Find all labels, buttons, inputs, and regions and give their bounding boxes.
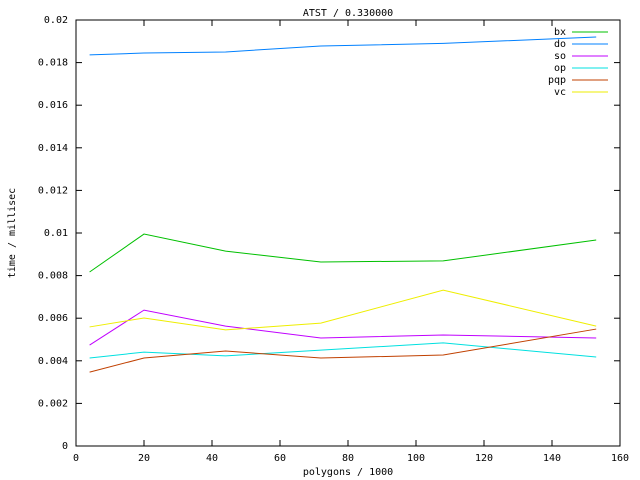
y-tick-label: 0.02 (44, 15, 68, 26)
x-tick-label: 80 (342, 453, 354, 464)
series-line (89, 328, 597, 373)
y-tick-label: 0.016 (38, 100, 68, 111)
y-tick-label: 0.008 (38, 271, 68, 282)
legend-label: bx (554, 27, 566, 38)
x-tick-label: 20 (138, 453, 150, 464)
x-axis-label: polygons / 1000 (303, 467, 393, 478)
legend-label: vc (554, 87, 566, 98)
chart-title: ATST / 0.330000 (303, 8, 393, 19)
y-tick-label: 0.002 (38, 398, 68, 409)
series-line (89, 289, 597, 331)
y-tick-label: 0.004 (38, 356, 68, 367)
y-tick-label: 0.006 (38, 313, 68, 324)
x-tick-label: 120 (475, 453, 493, 464)
legend-label: do (554, 39, 566, 50)
y-tick-label: 0.01 (44, 228, 68, 239)
series-line (89, 233, 597, 273)
x-tick-label: 60 (274, 453, 286, 464)
legend-label: op (554, 63, 566, 74)
series-line (89, 309, 597, 346)
x-tick-label: 160 (611, 453, 629, 464)
series-line (89, 342, 597, 359)
y-tick-label: 0 (62, 441, 68, 452)
x-tick-label: 100 (407, 453, 425, 464)
y-tick-label: 0.018 (38, 58, 68, 69)
legend-label: pqp (548, 75, 566, 86)
y-tick-label: 0.012 (38, 185, 68, 196)
x-tick-label: 140 (543, 453, 561, 464)
y-axis-label: time / millisec (7, 188, 18, 278)
series-line (89, 36, 597, 56)
y-tick-label: 0.014 (38, 143, 68, 154)
x-tick-label: 0 (73, 453, 79, 464)
legend-label: so (554, 51, 566, 62)
x-tick-label: 40 (206, 453, 218, 464)
